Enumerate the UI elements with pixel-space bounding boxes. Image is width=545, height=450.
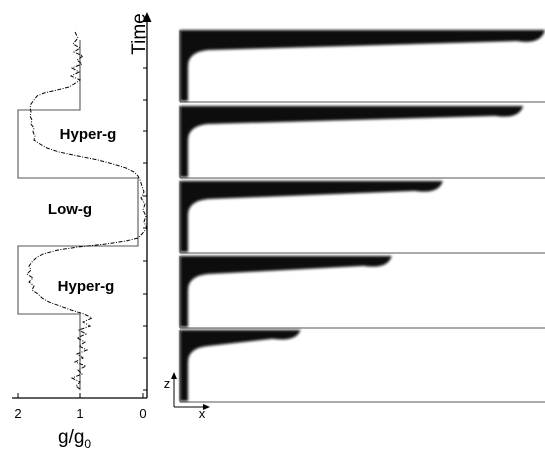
- flow-snapshot-stack: [179, 30, 545, 403]
- fluid-film: [180, 256, 392, 327]
- phase-label-low-g: Low-g: [48, 201, 92, 218]
- g-axis-ticks: [17, 393, 144, 398]
- g-tick-label-1: 1: [76, 406, 83, 421]
- phase-label-hyper-g-1: Hyper-g: [60, 126, 117, 143]
- snapshot-panel-5: [179, 330, 545, 403]
- x-arrow-head: [203, 404, 210, 410]
- phase-label-hyper-g-2: Hyper-g: [58, 278, 115, 295]
- z-axis-label: z: [164, 376, 171, 391]
- z-arrow-head: [171, 372, 177, 379]
- g-tick-label-2: 2: [14, 406, 21, 421]
- fluid-film: [180, 330, 301, 401]
- snapshot-panel-3: [179, 181, 545, 254]
- snapshot-panel-2: [179, 106, 545, 179]
- snapshot-panel-1: [179, 30, 545, 103]
- g-tick-label-0: 0: [139, 406, 146, 421]
- orientation-axes: z x: [164, 372, 210, 421]
- time-axis-ticks: [143, 36, 147, 391]
- fluid-film: [180, 181, 443, 252]
- x-axis-label: x: [199, 406, 206, 421]
- gravity-profile-plot: Time 2 1 0 g/g0 Hyper-g Low-g Hyper-g: [12, 12, 152, 450]
- nominal-g-profile-line: [17, 40, 139, 390]
- snapshot-panel-4: [179, 256, 545, 329]
- fluid-film: [180, 30, 545, 101]
- measured-g-profile-line: [26, 31, 148, 391]
- time-axis-label: Time: [129, 13, 150, 55]
- g-axis-label: g/g0: [58, 427, 91, 450]
- fluid-film: [180, 106, 524, 177]
- time-axis-arrow: [142, 12, 152, 22]
